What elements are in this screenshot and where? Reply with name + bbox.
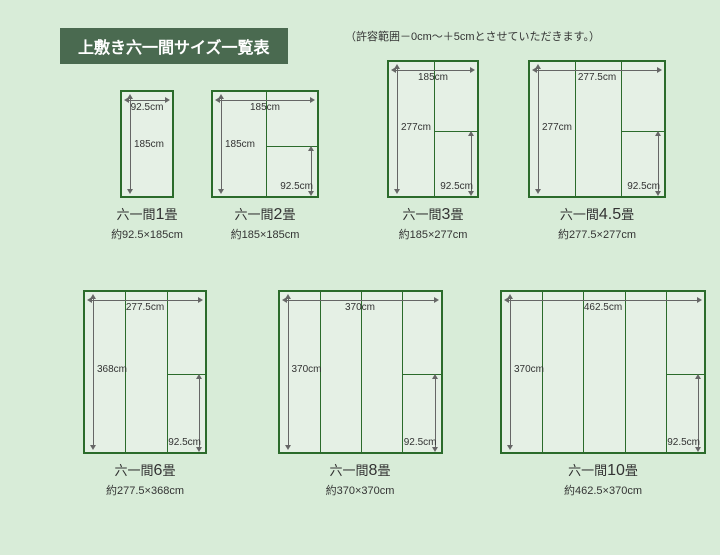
dim-width: 92.5cm — [131, 102, 164, 113]
dim-width: 370cm — [345, 302, 375, 313]
page-title: 上敷き六一間サイズ一覧表 — [60, 28, 288, 64]
mat-diagram: 185cm 185cm 92.5cm — [211, 90, 319, 198]
mat-diagram: 277.5cm 277cm 92.5cm — [528, 60, 666, 198]
mat-1jo: 92.5cm 185cm 六一間1畳約92.5×185cm — [92, 90, 202, 242]
mat-diagram: 462.5cm 370cm 92.5cm — [500, 290, 706, 454]
dim-width: 185cm — [250, 102, 280, 113]
mat-label: 六一間10畳 — [500, 460, 706, 480]
mat-size: 約92.5×185cm — [92, 226, 202, 242]
mat-size: 約185×185cm — [205, 226, 325, 242]
mat-size: 約185×277cm — [368, 226, 498, 242]
mat-diagram: 92.5cm 185cm — [120, 90, 174, 198]
dim-height: 277cm — [542, 122, 572, 133]
mat-4_5jo: 277.5cm 277cm 92.5cm 六一間4.5畳約277.5×277cm — [522, 60, 672, 242]
dim-height: 368cm — [97, 364, 127, 375]
mat-10jo: 462.5cm 370cm 92.5cm 六一間10畳約462.5×370cm — [500, 290, 706, 498]
dim-height: 185cm — [225, 139, 255, 150]
dim-width: 277.5cm — [578, 72, 616, 83]
dim-half: 92.5cm — [280, 181, 313, 192]
dim-width: 277.5cm — [126, 302, 164, 313]
dim-half: 92.5cm — [440, 181, 473, 192]
mat-size: 約370×370cm — [275, 482, 445, 498]
mat-label: 六一間4.5畳 — [522, 204, 672, 224]
dim-half: 92.5cm — [404, 437, 437, 448]
dim-height: 185cm — [134, 139, 164, 150]
dim-height: 370cm — [514, 364, 544, 375]
dim-half: 92.5cm — [168, 437, 201, 448]
dim-height: 370cm — [292, 364, 322, 375]
mat-size: 約277.5×368cm — [70, 482, 220, 498]
mat-2jo: 185cm 185cm 92.5cm 六一間2畳約185×185cm — [205, 90, 325, 242]
mat-diagram: 185cm 277cm 92.5cm — [387, 60, 479, 198]
dim-half: 92.5cm — [667, 437, 700, 448]
mat-label: 六一間1畳 — [92, 204, 202, 224]
mat-diagram: 370cm 370cm 92.5cm — [278, 290, 443, 454]
mat-size: 約462.5×370cm — [500, 482, 706, 498]
mat-6jo: 277.5cm 368cm 92.5cm 六一間6畳約277.5×368cm — [70, 290, 220, 498]
dim-width: 462.5cm — [584, 302, 622, 313]
dim-half: 92.5cm — [627, 181, 660, 192]
mat-8jo: 370cm 370cm 92.5cm 六一間8畳約370×370cm — [275, 290, 445, 498]
mat-label: 六一間6畳 — [70, 460, 220, 480]
mat-label: 六一間3畳 — [368, 204, 498, 224]
mat-label: 六一間2畳 — [205, 204, 325, 224]
tolerance-note: （許容範囲－0cm～＋5cmとさせていただきます。） — [345, 28, 600, 44]
mat-size: 約277.5×277cm — [522, 226, 672, 242]
mat-label: 六一間8畳 — [275, 460, 445, 480]
dim-width: 185cm — [418, 72, 448, 83]
mat-diagram: 277.5cm 368cm 92.5cm — [83, 290, 207, 454]
mat-3jo: 185cm 277cm 92.5cm 六一間3畳約185×277cm — [368, 60, 498, 242]
dim-height: 277cm — [401, 122, 431, 133]
